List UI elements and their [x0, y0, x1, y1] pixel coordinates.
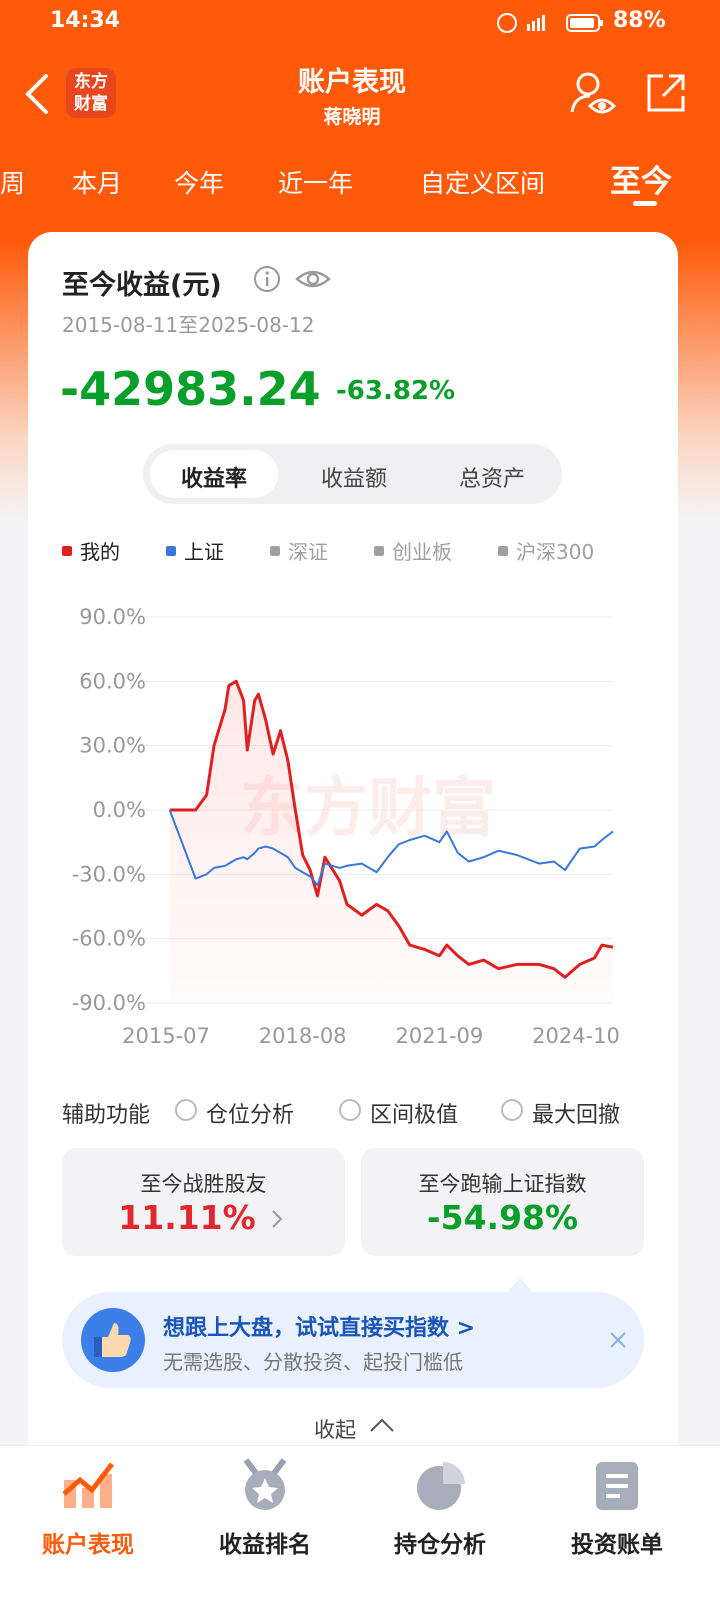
line [169, 679, 614, 979]
legend-label[interactable]: 沪深300 [516, 540, 594, 564]
collapse-icon[interactable] [368, 1416, 396, 1434]
nav-label[interactable]: 收益排名 [219, 1532, 311, 1558]
nav-icon[interactable] [240, 1458, 290, 1512]
area [169, 681, 613, 1003]
tool-option[interactable]: 仓位分析 [206, 1103, 295, 1128]
summary-title: 至今收益(元) [62, 270, 222, 301]
legend-swatch [62, 546, 72, 556]
tool-option[interactable]: 区间极值 [370, 1103, 459, 1128]
chevron[interactable] [270, 1208, 284, 1230]
stat-box [361, 1148, 644, 1256]
banner-title[interactable]: 想跟上大盘，试试直接买指数 > [163, 1316, 476, 1341]
profit-percent: -63.82% [336, 376, 456, 406]
radio[interactable] [500, 1098, 524, 1122]
header-title: 账户表现 [298, 67, 406, 98]
profit-amount: -42983.24 [60, 362, 321, 416]
date-range: 2015-08-11至2025-08-12 [62, 313, 315, 337]
tools-label: 辅助功能 [62, 1103, 151, 1128]
legend-swatch [498, 546, 508, 556]
logo-text: 财富 [74, 94, 108, 114]
x-tick-label: 2024-10 [532, 1024, 620, 1048]
segment[interactable]: 收益率 [180, 467, 247, 492]
nav-label[interactable]: 投资账单 [571, 1532, 663, 1558]
tab[interactable]: 自定义区间 [420, 169, 546, 198]
share-button[interactable] [645, 72, 687, 114]
status-time: 14:34 [50, 8, 121, 33]
segment[interactable]: 收益额 [320, 467, 387, 492]
banner-text: 无需选股、分散投资、起投门槛低 [163, 1350, 463, 1374]
y-tick-label: -30.0% [72, 862, 146, 886]
stat-value: -54.98% [426, 1198, 579, 1237]
y-tick-label: -60.0% [72, 927, 146, 951]
nav-icon[interactable] [415, 1460, 467, 1512]
tab[interactable]: 近一年 [278, 169, 354, 198]
nav-icon[interactable] [62, 1460, 116, 1510]
line [168, 809, 614, 887]
x-tick-label: 2018-08 [259, 1024, 347, 1048]
logo: 东方 财富 [66, 68, 116, 118]
stat-value: 11.11% [118, 1198, 256, 1237]
tab-active[interactable]: 至今 [610, 164, 672, 200]
status-battery: 88% [613, 8, 666, 33]
tab[interactable]: 本月 [72, 169, 123, 198]
radio[interactable] [174, 1098, 198, 1122]
nav-label[interactable]: 账户表现 [42, 1532, 134, 1558]
legend-swatch [374, 546, 384, 556]
collapse[interactable]: 收起 [314, 1418, 356, 1442]
banner-pointer [505, 1278, 535, 1294]
legend-label[interactable]: 上证 [184, 540, 224, 564]
legend-label[interactable]: 深证 [288, 540, 328, 564]
summary-icons [254, 266, 331, 292]
segment-active [150, 450, 278, 498]
y-tick-label: 30.0% [79, 734, 146, 758]
banner-close[interactable] [608, 1330, 628, 1350]
nav-label[interactable]: 持仓分析 [394, 1532, 486, 1558]
y-tick-label: 90.0% [79, 605, 146, 629]
stat-label: 至今跑输上证指数 [418, 1172, 587, 1196]
legend-swatch [270, 546, 280, 556]
y-tick-label: 0.0% [93, 798, 146, 822]
chart: 东方财富90.0%60.0%30.0%0.0%-30.0%-60.0%-90.0… [62, 540, 620, 1048]
status-icons [497, 13, 603, 33]
radio[interactable] [338, 1098, 362, 1122]
tab[interactable]: 今年 [174, 169, 225, 198]
legend-label[interactable]: 我的 [80, 540, 120, 564]
y-tick-label: -90.0% [72, 991, 146, 1015]
stat-label: 至今战胜股友 [140, 1172, 267, 1196]
x-tick-label: 2021-09 [395, 1024, 483, 1048]
logo-text: 东方 [74, 72, 108, 92]
y-tick-label: 60.0% [79, 669, 146, 693]
tool-option[interactable]: 最大回撤 [532, 1103, 621, 1128]
x-tick-label: 2015-07 [122, 1024, 210, 1048]
back-button[interactable] [22, 72, 52, 116]
nav-icon[interactable] [594, 1460, 640, 1512]
legend-label[interactable]: 创业板 [392, 540, 452, 564]
banner-icon [81, 1308, 145, 1372]
segment[interactable]: 总资产 [458, 467, 525, 492]
tab[interactable]: 周 [0, 169, 26, 198]
banner[interactable] [62, 1292, 644, 1388]
tab-indicator [633, 201, 657, 206]
header-subtitle: 蒋晓明 [323, 106, 381, 128]
privacy-button[interactable] [568, 70, 618, 118]
legend-swatch [166, 546, 176, 556]
stat-box [62, 1148, 345, 1256]
